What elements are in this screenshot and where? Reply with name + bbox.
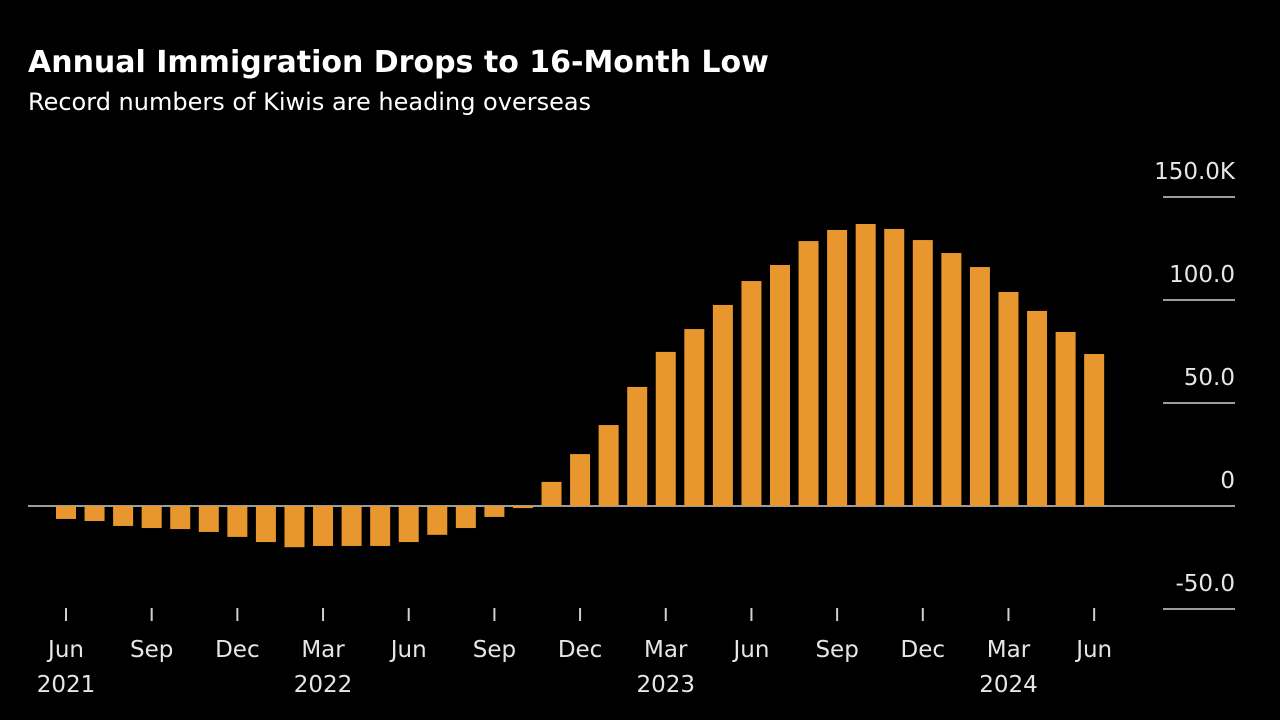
bar	[855, 223, 876, 506]
bar	[512, 506, 533, 509]
bar	[484, 506, 505, 517]
x-tick-label: Dec	[215, 637, 260, 663]
bar	[427, 506, 448, 535]
x-tick-label: Jun	[731, 637, 769, 663]
x-tick-label: Jun	[46, 637, 84, 663]
y-tick-label: 0	[1220, 468, 1235, 494]
bar	[770, 264, 790, 506]
bar	[712, 304, 733, 506]
bar	[84, 506, 105, 522]
bar	[655, 351, 676, 506]
bar	[798, 241, 819, 507]
bar	[313, 506, 334, 546]
bar	[255, 506, 276, 543]
bar	[56, 506, 76, 519]
bar	[570, 454, 591, 506]
bar	[969, 267, 990, 506]
x-tick-label: Sep	[130, 637, 173, 663]
bar	[341, 506, 362, 546]
y-tick-label: -50.0	[1175, 571, 1235, 597]
bar	[170, 506, 191, 530]
bar	[113, 506, 134, 526]
bar	[912, 240, 933, 506]
x-tick-label: Mar	[644, 637, 688, 663]
bar	[455, 506, 476, 529]
x-year-label: 2022	[294, 672, 353, 698]
y-tick-label: 150.0K	[1154, 159, 1236, 185]
bar	[884, 228, 905, 506]
bar	[941, 253, 962, 506]
bar	[198, 506, 219, 532]
x-year-label: 2021	[37, 672, 96, 698]
x-tick-label: Dec	[558, 637, 603, 663]
bar	[227, 506, 248, 537]
x-tick-label: Jun	[1074, 637, 1112, 663]
y-tick-label: 50.0	[1184, 365, 1235, 391]
bar	[684, 329, 705, 506]
chart-title: Annual Immigration Drops to 16-Month Low	[28, 45, 769, 80]
bar	[598, 425, 619, 506]
bar	[627, 386, 648, 506]
x-tick-label: Sep	[473, 637, 516, 663]
x-tick-label: Mar	[301, 637, 345, 663]
x-tick-label: Jun	[389, 637, 427, 663]
chart-subtitle: Record numbers of Kiwis are heading over…	[28, 88, 591, 116]
bar	[827, 229, 848, 506]
x-tick-label: Sep	[815, 637, 858, 663]
bar	[398, 506, 419, 543]
bar	[284, 506, 305, 548]
bar	[1055, 331, 1076, 506]
bar	[1027, 310, 1048, 506]
bar	[370, 506, 391, 546]
x-year-label: 2024	[979, 672, 1038, 698]
bar	[541, 481, 562, 506]
bar	[998, 291, 1019, 506]
bar	[1084, 353, 1105, 506]
bar	[141, 506, 162, 529]
x-year-label: 2023	[636, 672, 695, 698]
bar	[741, 281, 762, 506]
y-tick-label: 100.0	[1169, 262, 1235, 288]
x-tick-label: Dec	[901, 637, 946, 663]
x-tick-label: Mar	[987, 637, 1031, 663]
